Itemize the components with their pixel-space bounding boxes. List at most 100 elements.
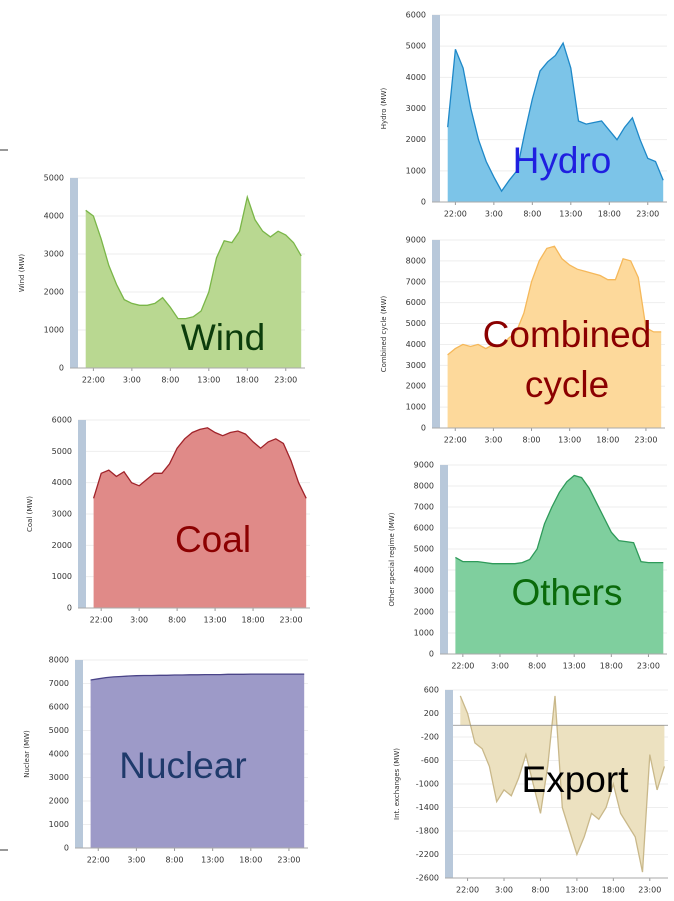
y-tick-label: 4000 [406, 340, 426, 349]
y-tick-label: 600 [424, 686, 439, 695]
y-tick-label: 6000 [49, 703, 69, 712]
y-tick-label: 2000 [406, 135, 426, 144]
x-tick-label: 3:00 [491, 662, 509, 671]
y-axis-title: Int. exchanges (MW) [393, 748, 401, 820]
y-tick-label: 8000 [406, 256, 426, 265]
x-tick-label: 22:00 [451, 662, 474, 671]
y-tick-label: 1000 [414, 629, 434, 638]
area-fill [85, 197, 302, 368]
y-tick-label: 4000 [414, 566, 434, 575]
y-tick-label: -2200 [416, 850, 439, 859]
y-tick-label: 5000 [406, 42, 426, 51]
y-tick-label: 1000 [406, 403, 426, 412]
y-tick-label: 0 [421, 198, 426, 207]
y-tick-label: 200 [424, 709, 439, 718]
scroll-bar [445, 690, 453, 878]
area-fill [460, 695, 665, 873]
x-tick-label: 18:00 [596, 436, 619, 445]
x-tick-label: 23:00 [277, 856, 300, 865]
y-axis-title: Coal (MW) [26, 496, 34, 532]
y-tick-label: 3000 [414, 587, 434, 596]
x-tick-label: 13:00 [201, 856, 224, 865]
x-tick-label: 8:00 [528, 662, 546, 671]
x-tick-label: 8:00 [166, 856, 184, 865]
y-axis-title: Hydro (MW) [380, 87, 388, 129]
x-tick-label: 8:00 [523, 210, 541, 219]
series-label: Combined [483, 314, 652, 355]
area-chart: 600 200 -200 -600 -1000 -1400 -1800 -2200 -2600 2… [393, 686, 668, 895]
x-tick-label: 13:00 [197, 376, 220, 385]
series-label: Others [511, 572, 622, 613]
y-tick-label: 7000 [414, 503, 434, 512]
scroll-bar [78, 420, 86, 608]
y-tick-label: 6000 [406, 298, 426, 307]
y-tick-label: 1000 [406, 166, 426, 175]
y-tick-label: 0 [64, 844, 69, 853]
y-tick-label: 3000 [44, 250, 64, 259]
y-axis-title: Other special regime (MW) [388, 512, 396, 606]
y-tick-label: -200 [421, 733, 439, 742]
y-tick-label: -2600 [416, 874, 439, 883]
x-tick-label: 22:00 [82, 376, 105, 385]
x-tick-label: 13:00 [559, 210, 582, 219]
y-tick-label: 8000 [49, 656, 69, 665]
x-tick-label: 23:00 [638, 886, 661, 895]
y-tick-label: 2000 [52, 541, 72, 550]
area-chart: 0 1000 2000 3000 4000 5000 6000 7000 8000 9000 22:… [388, 461, 667, 671]
y-tick-label: 3000 [406, 361, 426, 370]
x-tick-label: 23:00 [274, 376, 297, 385]
y-tick-label: 3000 [406, 104, 426, 113]
scroll-bar [75, 660, 83, 848]
x-tick-label: 13:00 [204, 616, 227, 625]
x-tick-label: 3:00 [484, 436, 502, 445]
area-fill [447, 43, 664, 202]
area-chart: 0 1000 2000 3000 4000 5000 6000 22:00 3:00 8:00 13… [380, 11, 667, 219]
y-tick-label: 2000 [406, 382, 426, 391]
x-tick-label: 3:00 [127, 856, 145, 865]
y-tick-label: 0 [67, 604, 72, 613]
x-tick-label: 13:00 [563, 662, 586, 671]
y-axis-title: Wind (MW) [18, 254, 26, 293]
y-tick-label: 2000 [414, 608, 434, 617]
x-tick-label: 8:00 [523, 436, 541, 445]
scroll-bar [440, 465, 448, 654]
y-axis-title: Combined cycle (MW) [380, 295, 388, 372]
y-tick-label: 4000 [49, 750, 69, 759]
y-tick-label: 5000 [406, 319, 426, 328]
x-tick-label: 13:00 [558, 436, 581, 445]
area-chart: 0 1000 2000 3000 4000 5000 22:00 3:00 8:00 13:00 1… [18, 174, 305, 385]
y-tick-label: -1000 [416, 780, 439, 789]
series-label: Wind [181, 317, 265, 358]
y-tick-label: 1000 [52, 572, 72, 581]
y-tick-label: -600 [421, 756, 439, 765]
area-line [447, 41, 664, 193]
x-tick-label: 18:00 [598, 210, 621, 219]
x-tick-label: 18:00 [602, 886, 625, 895]
series-label: cycle [525, 364, 609, 405]
scroll-bar [432, 15, 440, 202]
y-tick-label: 3000 [52, 510, 72, 519]
y-tick-label: 8000 [414, 482, 434, 491]
y-tick-label: 6000 [414, 524, 434, 533]
x-tick-label: 23:00 [279, 616, 302, 625]
x-tick-label: 3:00 [130, 616, 148, 625]
y-tick-label: 9000 [414, 461, 434, 470]
y-tick-label: 1000 [44, 326, 64, 335]
scroll-bar [432, 240, 440, 428]
y-tick-label: 2000 [49, 797, 69, 806]
y-tick-label: 4000 [44, 212, 64, 221]
area-fill [93, 427, 307, 608]
y-tick-label: 5000 [52, 447, 72, 456]
x-tick-label: 18:00 [239, 856, 262, 865]
area-fill [455, 475, 664, 654]
x-tick-label: 8:00 [168, 616, 186, 625]
y-tick-label: 5000 [44, 174, 64, 183]
y-tick-label: -1800 [416, 827, 439, 836]
y-tick-label: 3000 [49, 773, 69, 782]
y-tick-label: 0 [429, 650, 434, 659]
y-tick-label: 5000 [49, 726, 69, 735]
x-tick-label: 18:00 [236, 376, 259, 385]
x-tick-label: 22:00 [87, 856, 110, 865]
